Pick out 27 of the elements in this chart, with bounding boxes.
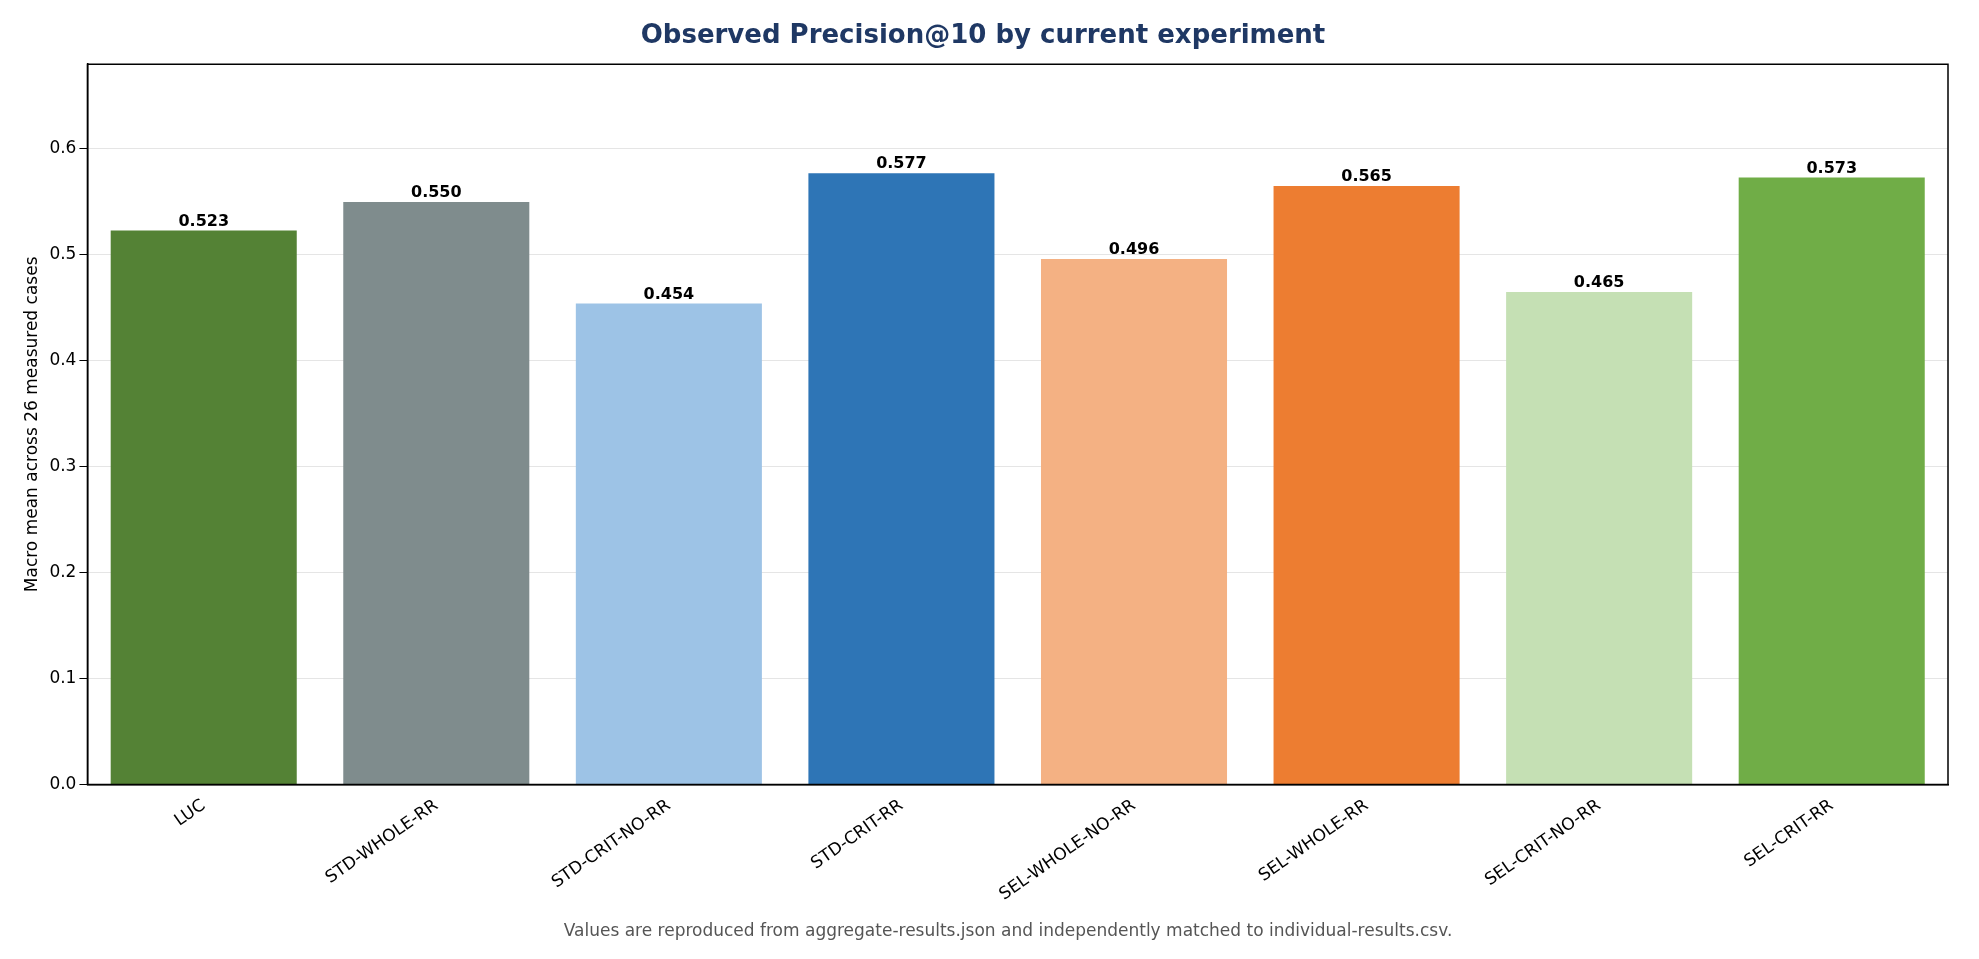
data-label: 0.577 <box>876 153 927 173</box>
data-label: 0.550 <box>410 182 462 202</box>
data-label: 0.565 <box>1341 166 1392 186</box>
y-tick-label: 0.1 <box>49 666 77 687</box>
y-tick-label: 0.6 <box>49 137 77 158</box>
y-axis-title: Macro mean across 26 measured cases <box>20 256 41 593</box>
bar <box>1506 291 1693 784</box>
bar <box>343 201 530 784</box>
data-label: 0.523 <box>178 210 230 230</box>
y-tick-label: 0.0 <box>49 772 77 793</box>
bar <box>1040 259 1228 784</box>
x-tick-label: LUC <box>170 794 209 830</box>
data-label: 0.454 <box>643 283 695 303</box>
y-tick-label: 0.3 <box>49 455 77 476</box>
text: Values are reproduced from aggregate-results.json and independently matched to individual-results.csv. <box>563 919 1453 940</box>
bar <box>808 173 995 784</box>
data-label: 0.465 <box>1573 272 1625 292</box>
data-label: 0.496 <box>1108 239 1160 259</box>
bar <box>575 303 762 784</box>
y-tick-label: 0.2 <box>49 561 77 582</box>
y-tick-label: 0.4 <box>49 349 77 370</box>
chart-title: Observed Precision@10 by current experiment <box>640 19 1326 50</box>
bar <box>1273 186 1460 784</box>
y-tick-label: 0.5 <box>49 243 77 264</box>
data-label: 0.573 <box>1806 157 1858 177</box>
bar <box>1738 177 1925 784</box>
bar <box>110 230 297 784</box>
